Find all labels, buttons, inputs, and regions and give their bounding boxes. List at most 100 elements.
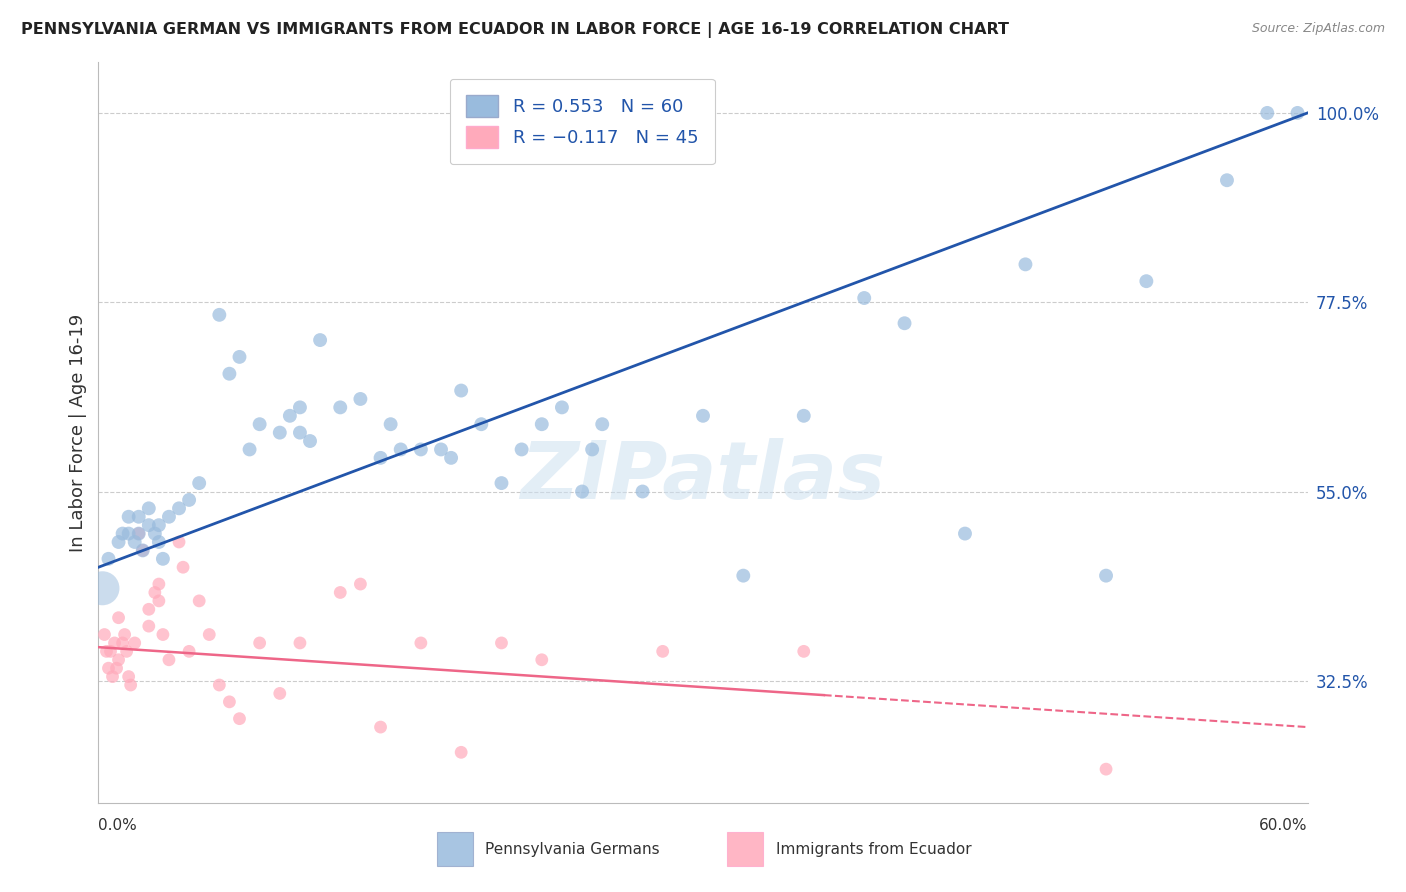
Point <box>179 644 201 658</box>
Point <box>107 653 129 667</box>
Point <box>172 560 194 574</box>
Point <box>953 526 976 541</box>
Point <box>440 450 463 465</box>
Point <box>128 509 150 524</box>
Text: 60.0%: 60.0% <box>1260 818 1308 833</box>
Point <box>288 636 311 650</box>
Point <box>114 627 136 641</box>
Point <box>349 392 371 406</box>
Point <box>551 401 574 415</box>
Point <box>450 384 472 398</box>
Point <box>793 644 815 658</box>
Point <box>389 442 412 457</box>
Point <box>138 602 160 616</box>
Point <box>491 476 513 491</box>
Point <box>329 585 352 599</box>
Point <box>179 492 201 507</box>
Point <box>239 442 262 457</box>
FancyBboxPatch shape <box>437 832 474 866</box>
Point <box>167 535 190 549</box>
Point <box>249 417 271 432</box>
Point <box>1256 106 1278 120</box>
Point <box>249 636 271 650</box>
Point <box>793 409 815 423</box>
Point <box>120 678 142 692</box>
Text: PENNSYLVANIA GERMAN VS IMMIGRANTS FROM ECUADOR IN LABOR FORCE | AGE 16-19 CORREL: PENNSYLVANIA GERMAN VS IMMIGRANTS FROM E… <box>21 22 1010 38</box>
Point <box>152 627 174 641</box>
Point <box>470 417 492 432</box>
Point <box>124 535 146 549</box>
Point <box>1286 106 1309 120</box>
Point <box>1095 568 1118 582</box>
Point <box>198 627 221 641</box>
Point <box>148 518 170 533</box>
Point <box>409 636 432 650</box>
Point <box>228 350 250 364</box>
Point <box>288 425 311 440</box>
Point <box>299 434 322 448</box>
Point <box>128 526 150 541</box>
Point <box>631 484 654 499</box>
Point <box>349 577 371 591</box>
Text: ZIPatlas: ZIPatlas <box>520 438 886 516</box>
Point <box>148 577 170 591</box>
Point <box>111 636 134 650</box>
Point <box>138 518 160 533</box>
Point <box>188 594 211 608</box>
Point <box>370 720 392 734</box>
Point <box>530 653 553 667</box>
FancyBboxPatch shape <box>727 832 763 866</box>
Point <box>269 425 291 440</box>
Point <box>111 526 134 541</box>
Point <box>278 409 301 423</box>
Point <box>571 484 593 499</box>
Point <box>118 526 141 541</box>
Point <box>105 661 128 675</box>
Point <box>409 442 432 457</box>
Point <box>115 644 138 658</box>
Point <box>430 442 453 457</box>
Point <box>93 627 115 641</box>
Point <box>96 644 118 658</box>
Point <box>218 695 240 709</box>
Point <box>450 745 472 759</box>
Point <box>208 308 231 322</box>
Point <box>103 636 125 650</box>
Point <box>97 551 120 566</box>
Point <box>1014 257 1036 271</box>
Point <box>97 661 120 675</box>
Point <box>853 291 876 305</box>
Point <box>530 417 553 432</box>
Point <box>491 636 513 650</box>
Point <box>118 670 141 684</box>
Point <box>107 610 129 624</box>
Point <box>329 401 352 415</box>
Text: Pennsylvania Germans: Pennsylvania Germans <box>485 842 659 857</box>
Text: Immigrants from Ecuador: Immigrants from Ecuador <box>776 842 972 857</box>
Point <box>118 509 141 524</box>
Point <box>148 535 170 549</box>
Point <box>91 581 114 595</box>
Legend: R = 0.553   N = 60, R = −0.117   N = 45: R = 0.553 N = 60, R = −0.117 N = 45 <box>450 78 714 164</box>
Point <box>288 401 311 415</box>
Point <box>208 678 231 692</box>
Point <box>1095 762 1118 776</box>
Text: Source: ZipAtlas.com: Source: ZipAtlas.com <box>1251 22 1385 36</box>
Point <box>143 526 166 541</box>
Point <box>188 476 211 491</box>
Point <box>370 450 392 465</box>
Point <box>107 535 129 549</box>
Point <box>132 543 155 558</box>
Point <box>157 653 180 667</box>
Point <box>893 316 915 330</box>
Point <box>309 333 332 347</box>
Point <box>218 367 240 381</box>
Point <box>124 636 146 650</box>
Point <box>138 619 160 633</box>
Point <box>733 568 755 582</box>
Point <box>591 417 613 432</box>
Point <box>228 712 250 726</box>
Y-axis label: In Labor Force | Age 16-19: In Labor Force | Age 16-19 <box>69 313 87 552</box>
Point <box>380 417 402 432</box>
Point <box>101 670 124 684</box>
